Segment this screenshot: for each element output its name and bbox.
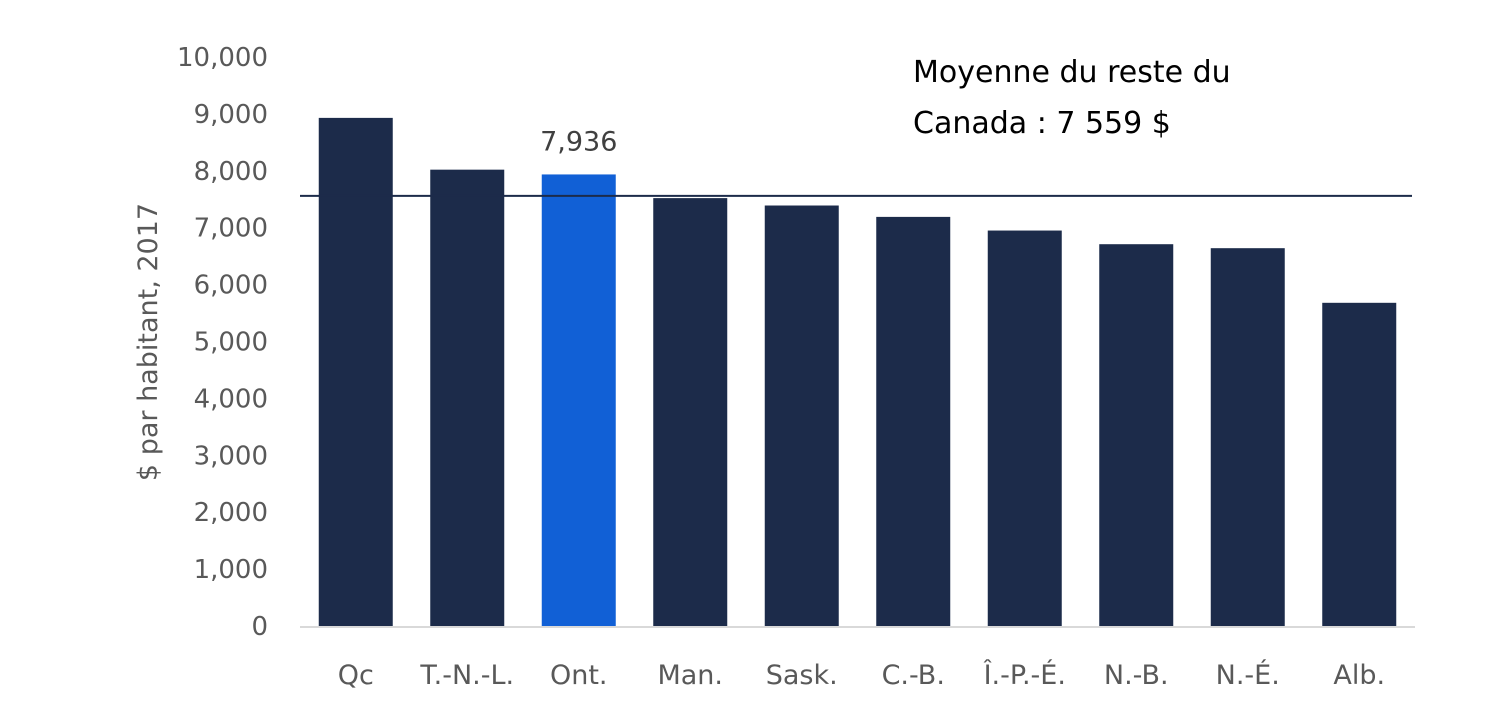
data-label: 7,936 <box>540 126 617 157</box>
x-category-label: Sask. <box>766 660 838 691</box>
x-category-label: N.-É. <box>1216 659 1280 691</box>
bar <box>541 174 616 627</box>
y-tick-label: 1,000 <box>194 555 268 585</box>
x-category-label: Qc <box>338 660 374 691</box>
y-tick-label: 9,000 <box>194 100 268 130</box>
y-axis-label: $ par habitant, 2017 <box>133 203 164 481</box>
x-category-label: Alb. <box>1333 660 1385 691</box>
bar <box>1322 302 1397 626</box>
bars <box>318 117 1397 627</box>
reference-annotation-line-1: Moyenne du reste du <box>913 55 1231 90</box>
x-axis-categories: Qc T.-N.-L. Ont. Man. Sask. C.-B. Î.-P.-É. N.-B… <box>338 659 1385 691</box>
y-tick-label: 8,000 <box>194 157 268 187</box>
y-axis-ticks: 0 1,000 2,000 3,000 4,000 5,000 6,000 7,000 8,00… <box>177 43 268 642</box>
bar <box>1210 248 1285 626</box>
y-tick-label: 0 <box>251 612 268 642</box>
reference-annotation-line-2: Canada : 7 559 $ <box>913 106 1171 141</box>
data-labels: 7,936 <box>540 126 617 157</box>
y-tick-label: 7,000 <box>194 214 268 244</box>
y-tick-label: 3,000 <box>194 441 268 471</box>
y-tick-label: 6,000 <box>194 271 268 301</box>
x-category-label: Ont. <box>550 660 608 691</box>
y-tick-label: 5,000 <box>194 328 268 358</box>
y-tick-label: 4,000 <box>194 384 268 414</box>
x-category-label: Man. <box>657 660 723 691</box>
bar <box>430 169 505 627</box>
y-tick-label: 10,000 <box>177 43 268 73</box>
x-category-label: N.-B. <box>1104 660 1169 691</box>
bar <box>764 205 839 626</box>
bar <box>987 230 1062 627</box>
bar <box>653 198 728 626</box>
y-tick-label: 2,000 <box>194 498 268 528</box>
x-category-label: Î.-P.-É. <box>983 659 1066 691</box>
bar <box>876 216 951 626</box>
x-category-label: T.-N.-L. <box>419 660 514 691</box>
bar <box>1099 244 1174 627</box>
bar <box>318 117 393 627</box>
x-category-label: C.-B. <box>882 660 945 691</box>
